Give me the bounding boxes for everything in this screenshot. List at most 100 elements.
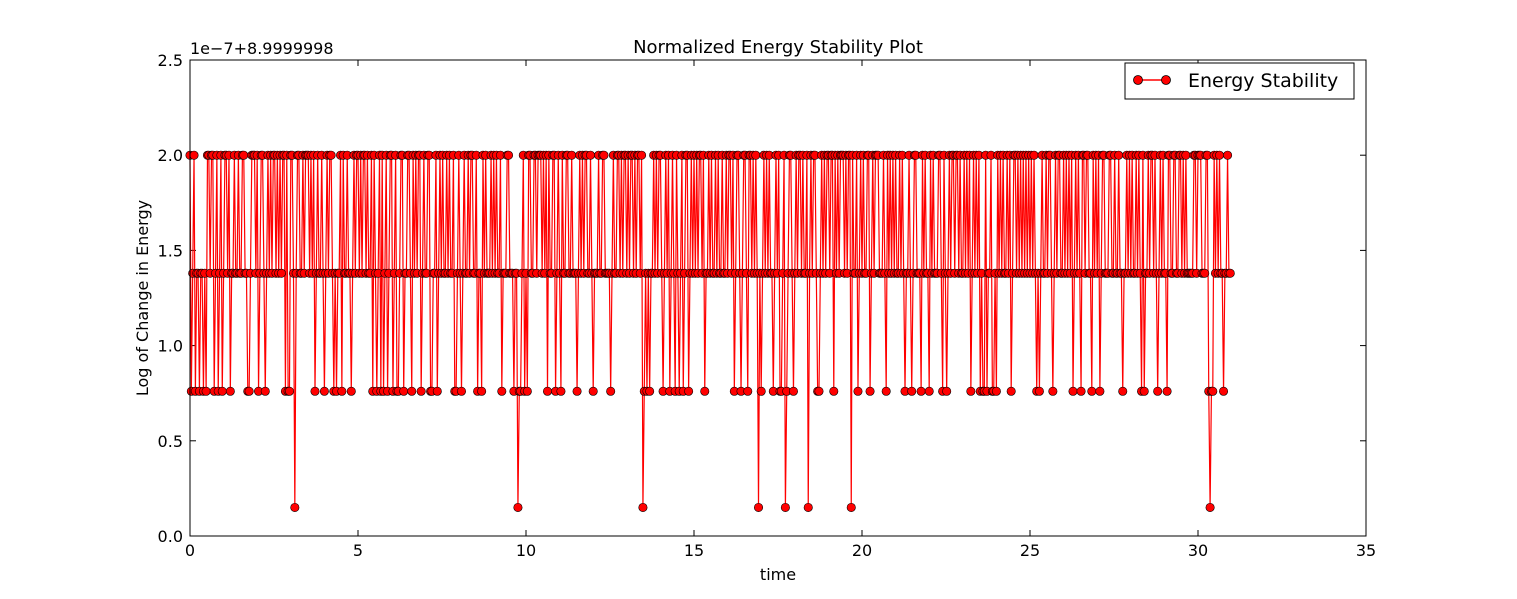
data-point [497, 386, 507, 396]
data-point [606, 386, 616, 396]
data-point [853, 386, 863, 396]
legend: Energy Stability [1124, 62, 1355, 100]
data-point [1200, 268, 1210, 278]
legend-label: Energy Stability [1188, 70, 1338, 92]
y-tick-label: 1.0 [158, 337, 183, 356]
data-point [865, 386, 875, 396]
y-tick-label: 1.5 [158, 241, 183, 260]
x-tick-label: 20 [852, 541, 872, 560]
data-point [599, 150, 609, 160]
data-point [326, 150, 336, 160]
data-point [829, 386, 839, 396]
data-point [684, 386, 694, 396]
data-point [637, 150, 647, 160]
data-point [1087, 386, 1097, 396]
data-point [756, 386, 766, 396]
data-point [310, 386, 320, 396]
data-point [284, 386, 294, 396]
y-tick-label: 0.5 [158, 432, 183, 451]
data-point [201, 386, 211, 396]
y-axis-label: Log of Change in Energy [133, 200, 152, 396]
y-tick-label: 2.5 [158, 51, 183, 70]
data-point [1162, 386, 1172, 396]
data-point [916, 386, 926, 396]
data-point [319, 386, 329, 396]
x-axis-ticks: 0 5 10 15 20 25 30 35 [185, 60, 1376, 560]
x-tick-label: 30 [1188, 541, 1208, 560]
data-point [432, 386, 442, 396]
data-point [1219, 386, 1229, 396]
data-point [942, 386, 952, 396]
data-point [217, 386, 227, 396]
x-axis-label: time [760, 565, 796, 584]
data-point [780, 502, 790, 512]
data-point [881, 386, 891, 396]
data-point [522, 386, 532, 396]
data-point [1208, 386, 1218, 396]
data-point [1095, 386, 1105, 396]
data-point [416, 386, 426, 396]
data-point [1139, 386, 1149, 396]
data-point [1225, 268, 1235, 278]
data-point [276, 268, 286, 278]
data-point [638, 502, 648, 512]
data-point [1068, 386, 1078, 396]
x-tick-label: 5 [353, 541, 363, 560]
legend-marker-right [1161, 75, 1171, 85]
data-point [846, 502, 856, 512]
data-point [346, 386, 356, 396]
data-point [803, 502, 813, 512]
data-point [991, 386, 1001, 396]
series-layer [185, 150, 1235, 512]
data-point [1114, 150, 1124, 160]
data-point [1029, 150, 1039, 160]
data-point [1153, 386, 1163, 396]
x-tick-label: 10 [516, 541, 536, 560]
data-point [743, 386, 753, 396]
plot-area-frame [189, 59, 1367, 537]
data-point [1215, 150, 1225, 160]
data-point [1006, 386, 1016, 396]
data-point [542, 386, 552, 396]
data-point [1205, 502, 1215, 512]
data-point [966, 386, 976, 396]
y-tick-label: 2.0 [158, 146, 183, 165]
x-tick-label: 25 [1020, 541, 1040, 560]
data-point [751, 150, 761, 160]
data-point [1034, 386, 1044, 396]
data-point [513, 502, 523, 512]
data-point [504, 150, 514, 160]
data-point [456, 386, 466, 396]
data-point [407, 386, 417, 396]
data-point [556, 386, 566, 396]
data-point [645, 386, 655, 396]
data-point [290, 502, 300, 512]
data-point [567, 150, 577, 160]
data-point [477, 386, 487, 396]
data-point [337, 386, 347, 396]
data-point [1076, 386, 1086, 396]
y-tick-label: 0.0 [158, 527, 183, 546]
data-point [924, 386, 934, 396]
data-point [1118, 386, 1128, 396]
data-point [244, 386, 254, 396]
chart-title: Normalized Energy Stability Plot [633, 37, 923, 58]
data-point [754, 502, 764, 512]
data-point [1223, 150, 1233, 160]
data-point [225, 386, 235, 396]
data-point [586, 150, 596, 160]
data-point [572, 386, 582, 396]
x-tick-label: 35 [1356, 541, 1376, 560]
data-point [907, 386, 917, 396]
data-point [1048, 386, 1058, 396]
x-tick-label: 0 [185, 541, 195, 560]
data-point [588, 386, 598, 396]
data-point [1181, 150, 1191, 160]
data-point [189, 150, 199, 160]
data-point [700, 386, 710, 396]
data-point [239, 150, 249, 160]
y-offset-label: 1e−7+8.9999998 [190, 39, 334, 58]
data-point [399, 386, 409, 396]
